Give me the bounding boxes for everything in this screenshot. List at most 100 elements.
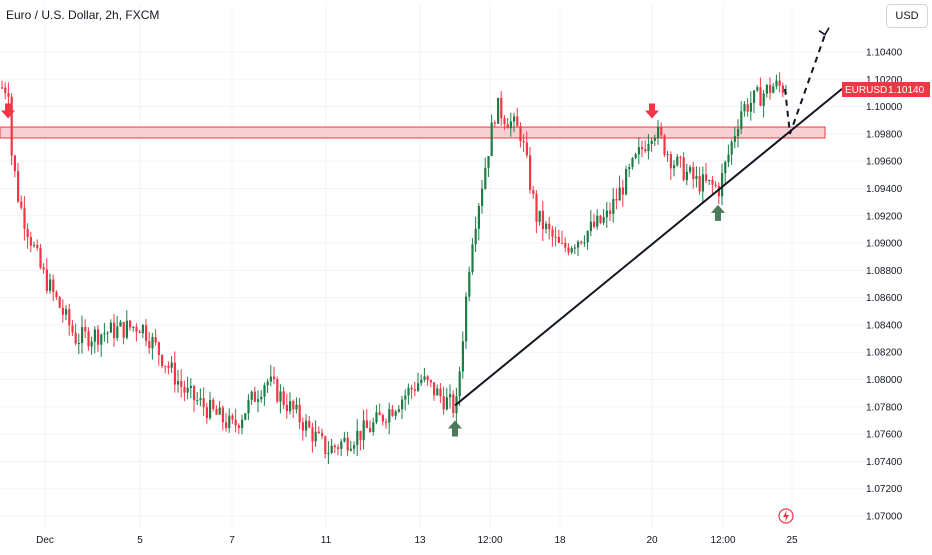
candle-body (394, 411, 397, 416)
candle-body (541, 210, 544, 230)
candles-layer (1, 72, 788, 464)
candle-body (4, 87, 7, 94)
candle-body (23, 207, 26, 229)
candle-body (298, 404, 301, 423)
candle-body (333, 445, 336, 448)
candle-body (321, 433, 324, 437)
candle-body (545, 223, 548, 230)
candle-body (733, 136, 736, 142)
candle-body (231, 415, 234, 420)
y-tick-label: 1.08000 (866, 375, 903, 386)
candle-body (266, 381, 269, 386)
y-tick-label: 1.08400 (866, 320, 903, 331)
candle-body (90, 341, 93, 347)
candle-body (570, 248, 573, 253)
candle-body (365, 420, 368, 428)
currency-button[interactable]: USD (886, 4, 928, 28)
x-tick-label: 13 (414, 535, 426, 546)
y-tick-label: 1.09600 (866, 157, 903, 168)
candle-body (730, 141, 733, 155)
candle-body (532, 190, 535, 194)
candle-body (378, 412, 381, 416)
price-tag-symbol-bg (842, 82, 884, 97)
candle-body (721, 173, 724, 197)
candle-body (247, 399, 250, 414)
price-tag-value-bg (884, 82, 930, 97)
candle-body (465, 296, 468, 342)
candle-body (346, 437, 349, 451)
candle-body (81, 327, 84, 344)
candle-body (490, 122, 493, 157)
candle-body (705, 174, 708, 181)
candle-body (461, 341, 464, 372)
candle-body (317, 431, 320, 434)
candle-body (663, 135, 666, 155)
symbol-title[interactable]: Euro / U.S. Dollar, 2h, FXCM (6, 8, 160, 22)
candle-body (183, 386, 186, 393)
candle-body (756, 87, 759, 91)
candle-body (93, 329, 96, 342)
candle-body (193, 385, 196, 401)
candle-body (458, 371, 461, 397)
candle-body (769, 85, 772, 93)
candle-body (148, 341, 151, 349)
candle-body (311, 427, 314, 442)
x-tick-label: 7 (229, 535, 235, 546)
candle-body (609, 210, 612, 214)
candle-body (564, 242, 567, 248)
candle-body (602, 217, 605, 223)
candle-body (519, 126, 522, 142)
candle-body (84, 327, 87, 332)
time-axis[interactable]: Dec 5 7 11 13 12:00 18 20 12:00 25 (36, 535, 798, 546)
candle-body (551, 229, 554, 237)
candle-body (468, 271, 471, 297)
y-tick-label: 1.07400 (866, 457, 903, 468)
candle-body (241, 419, 244, 428)
resistance-zone-layer (0, 126, 826, 139)
candle-body (653, 138, 656, 141)
candle-body (695, 176, 698, 179)
candle-body (449, 394, 452, 398)
tradingview-logo-icon[interactable] (778, 508, 794, 524)
candle-body (135, 326, 138, 332)
candle-body (7, 93, 10, 97)
candle-body (196, 400, 199, 402)
candle-body (599, 215, 602, 223)
candle-body (29, 237, 32, 246)
candle-body (717, 185, 720, 197)
support-trendline[interactable] (454, 88, 843, 407)
candle-body (228, 415, 231, 429)
candle-body (161, 355, 164, 366)
candle-body (106, 332, 109, 334)
candle-body (433, 382, 436, 396)
candle-body (525, 142, 528, 156)
candle-body (87, 331, 90, 347)
candle-body (749, 102, 752, 112)
candle-body (676, 156, 679, 166)
y-tick-label: 1.09800 (866, 129, 903, 140)
candle-body (711, 180, 714, 185)
resistance-zone[interactable] (0, 126, 826, 139)
candle-body (538, 210, 541, 222)
candle-body (61, 307, 64, 315)
projection-path[interactable] (784, 34, 826, 135)
candle-body (13, 155, 16, 172)
candle-body (221, 407, 224, 423)
candle-body (669, 154, 672, 169)
candle-body (426, 376, 429, 381)
candle-body (548, 223, 551, 230)
candle-body (109, 322, 112, 333)
candle-body (641, 147, 644, 150)
x-tick-label: 5 (137, 535, 143, 546)
candle-body (388, 409, 391, 423)
candle-body (404, 395, 407, 400)
candle-body (289, 401, 292, 412)
candle-body (141, 324, 144, 334)
candle-body (554, 236, 557, 238)
price-axis[interactable]: 1.10400 1.10200 1.10000 1.09800 1.09600 1.094… (866, 48, 903, 523)
candle-body (308, 420, 311, 428)
candle-body (644, 149, 647, 152)
candle-body (727, 154, 730, 162)
